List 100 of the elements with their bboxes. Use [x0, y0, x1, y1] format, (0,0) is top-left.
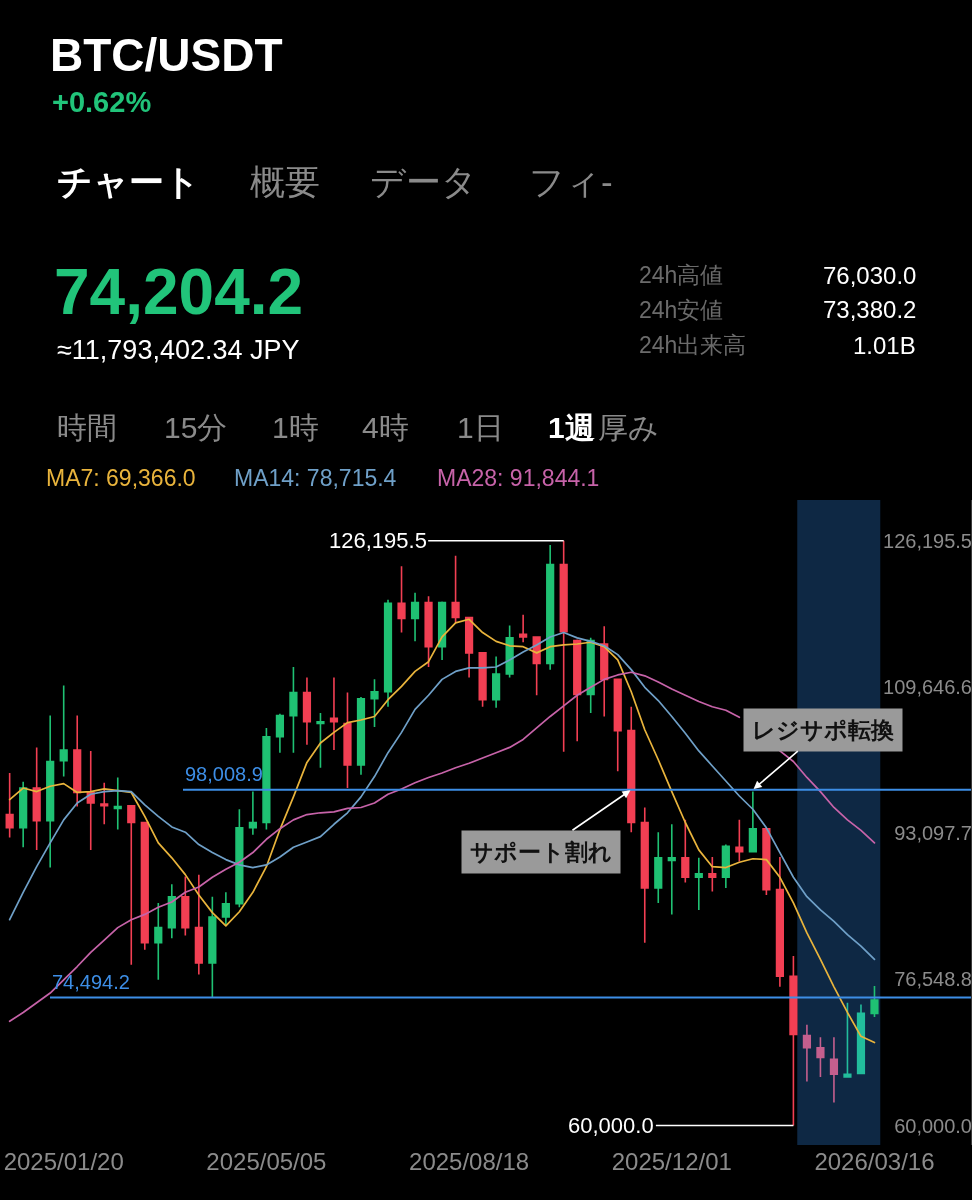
candlestick	[208, 895, 217, 999]
candlestick	[289, 666, 298, 754]
text: 1時	[272, 411, 319, 444]
candlestick	[546, 544, 555, 671]
candlestick	[113, 776, 122, 831]
candlestick	[316, 712, 325, 769]
text: 概要	[250, 162, 320, 201]
text: データ	[370, 162, 477, 201]
candlestick	[262, 727, 271, 831]
text: チャート	[57, 162, 200, 201]
candlestick	[654, 831, 663, 904]
candlestick	[600, 625, 609, 718]
candlestick	[721, 843, 730, 889]
annotation: 126,195.5	[329, 528, 427, 553]
candlestick	[410, 591, 420, 643]
candlestick	[140, 821, 149, 951]
candlestick	[235, 808, 244, 909]
text: 24h安値	[639, 297, 724, 323]
candlestick	[127, 804, 136, 966]
candlestick	[424, 595, 433, 668]
text: 時間	[57, 411, 117, 444]
candlestick	[86, 750, 95, 851]
candlestick	[59, 684, 68, 778]
chart-title: BTC/USDT	[50, 29, 283, 82]
candlestick	[181, 875, 190, 937]
candlestick	[167, 883, 176, 940]
candlestick	[437, 600, 447, 661]
candlestick	[586, 637, 595, 714]
candlestick	[775, 856, 784, 988]
candlestick	[519, 614, 528, 644]
text: 15分	[164, 411, 228, 444]
candlestick	[370, 678, 379, 728]
x-tick-label: 2025/05/05	[206, 1148, 327, 1175]
y-tick-label: 60,000.0	[894, 1114, 972, 1137]
candlestick	[870, 985, 879, 1018]
text: MA14: 78,715.4	[234, 465, 397, 491]
candlestick	[356, 696, 366, 776]
text: MA7: 69,366.0	[46, 465, 196, 491]
text: 1.01B	[853, 332, 916, 359]
candlestick	[194, 873, 203, 976]
candlestick	[613, 678, 622, 773]
chart-subtitle: +0.62%	[52, 86, 152, 118]
text: 73,380.2	[823, 296, 917, 323]
ref-line-label: 98,008.9	[185, 763, 263, 785]
candlestick	[789, 955, 798, 1127]
annotation: 60,000.0	[568, 1113, 654, 1138]
x-tick-label: 2025/08/18	[409, 1148, 530, 1175]
y-tick-label: 76,548.8	[894, 968, 972, 991]
y-tick-label: 126,195.5	[883, 529, 972, 552]
candlestick	[343, 691, 352, 789]
candlestick	[627, 705, 636, 834]
candlestick	[383, 599, 393, 708]
text: 24h高値	[639, 262, 724, 288]
candlestick	[573, 638, 582, 743]
candlestick	[856, 1003, 866, 1076]
candlestick	[843, 1001, 852, 1078]
candlestick	[19, 781, 28, 849]
text: 1日	[457, 411, 504, 444]
candlestick	[464, 616, 474, 679]
candlestick	[154, 902, 163, 981]
candlestick	[735, 819, 744, 863]
annotation: サポート割れ	[470, 839, 612, 865]
y-tick-label: 93,097.7	[894, 822, 972, 845]
candlestick	[559, 539, 568, 753]
candlestick	[73, 714, 82, 808]
candlestick	[667, 823, 676, 916]
text: フィ-	[529, 162, 613, 201]
text: 74,204.2	[54, 256, 304, 328]
candlestick	[492, 655, 501, 709]
candlestick	[640, 806, 649, 944]
text: ≈11,793,402.34 JPY	[57, 335, 300, 365]
text: 1週	[548, 411, 595, 444]
y-tick-label: 109,646.6	[883, 675, 972, 698]
candlestick	[329, 676, 339, 751]
candlestick	[248, 790, 257, 836]
candlestick	[708, 856, 717, 893]
text: 24h出来高	[639, 332, 747, 358]
candlestick	[451, 554, 460, 624]
candlestick	[694, 857, 703, 911]
candlestick	[32, 746, 41, 851]
candlestick	[748, 790, 757, 853]
candlestick	[478, 652, 487, 708]
text: MA28: 91,844.1	[437, 465, 600, 491]
annotation: レジサポ転換	[752, 717, 894, 743]
text: 厚み	[598, 411, 659, 444]
candlestick	[221, 891, 230, 926]
x-tick-label: 2025/01/20	[3, 1148, 124, 1175]
candlestick	[802, 1024, 812, 1083]
candlestick	[46, 714, 55, 869]
x-tick-label: 2026/03/16	[814, 1148, 935, 1175]
candlestick	[762, 827, 771, 896]
text: 76,030.0	[823, 262, 917, 289]
candlestick	[275, 713, 285, 754]
candlestick	[816, 1036, 825, 1078]
candlestick	[302, 676, 312, 746]
candlestick	[5, 772, 14, 839]
candlestick	[681, 819, 690, 884]
candlestick	[397, 565, 406, 634]
candlestick	[100, 781, 109, 826]
x-tick-label: 2025/12/01	[611, 1148, 732, 1175]
